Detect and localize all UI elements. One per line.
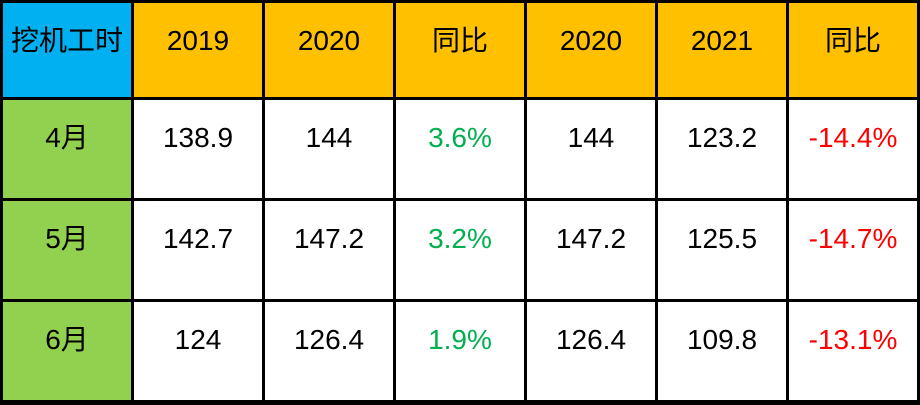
yoy-cell-april-right: -14.4% [789,100,917,198]
value-cell-may-2021: 125.5 [658,201,786,299]
col-header-2019: 2019 [134,3,262,97]
value-cell-may-2020-left: 147.2 [265,201,393,299]
col-header-2020-left: 2020 [265,3,393,97]
value-cell-april-2020-right: 144 [527,100,655,198]
month-cell-june: 6月 [3,302,131,400]
yoy-cell-april-left: 3.6% [396,100,524,198]
yoy-cell-june-right: -13.1% [789,302,917,400]
value-cell-june-2020-right: 126.4 [527,302,655,400]
value-cell-april-2019: 138.9 [134,100,262,198]
yoy-cell-june-left: 1.9% [396,302,524,400]
value-cell-june-2019: 124 [134,302,262,400]
yoy-cell-may-left: 3.2% [396,201,524,299]
value-cell-may-2020-right: 147.2 [527,201,655,299]
col-header-2021: 2021 [658,3,786,97]
value-cell-june-2021: 109.8 [658,302,786,400]
month-cell-may: 5月 [3,201,131,299]
month-cell-april: 4月 [3,100,131,198]
value-cell-april-2020-left: 144 [265,100,393,198]
col-header-yoy-left: 同比 [396,3,524,97]
value-cell-april-2021: 123.2 [658,100,786,198]
corner-header-cell: 挖机工时 [3,3,131,97]
col-header-2020-right: 2020 [527,3,655,97]
value-cell-may-2019: 142.7 [134,201,262,299]
col-header-yoy-right: 同比 [789,3,917,97]
yoy-cell-may-right: -14.7% [789,201,917,299]
value-cell-june-2020-left: 126.4 [265,302,393,400]
